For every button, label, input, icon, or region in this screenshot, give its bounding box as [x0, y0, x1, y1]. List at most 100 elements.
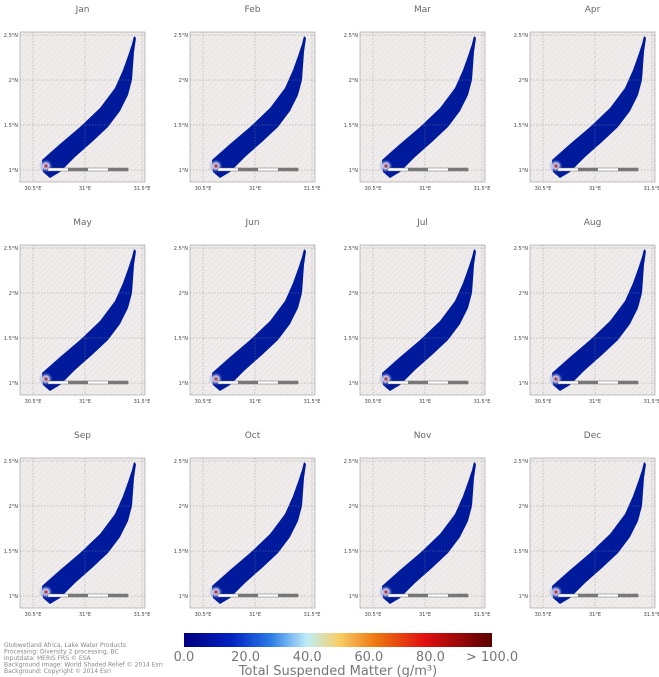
panel-title: Dec	[584, 431, 601, 441]
lon-label: 31.5°E	[644, 612, 659, 618]
lon-label: 31°E	[79, 186, 91, 192]
map-panel: Jul 2.5°N 2°N 1.5°N 1°N 30.5°E 31°E 31.5°E	[344, 218, 491, 405]
map-panel: Apr 2.5°N 2°N 1.5°N 1°N 30.5°E 31°E 31.5°E	[514, 5, 659, 192]
lon-label: 31°E	[419, 612, 431, 618]
lat-label: 1°N	[349, 168, 359, 174]
lat-label: 1.5°N	[514, 123, 528, 129]
lon-label: 31°E	[79, 612, 91, 618]
lat-label: 1.5°N	[514, 336, 528, 342]
colorbar-tick-label: 60.0	[354, 650, 383, 665]
map-frame	[359, 31, 486, 183]
colorbar	[184, 633, 492, 647]
lat-label: 1°N	[9, 381, 19, 387]
lat-label: 2°N	[349, 291, 359, 297]
lat-label: 1°N	[9, 594, 19, 600]
scale-bar-segment	[448, 168, 468, 171]
scale-bar-segment	[238, 381, 258, 384]
lat-label: 1°N	[349, 381, 359, 387]
scale-bar-segment	[238, 594, 258, 597]
colorbar-tick-label: 40.0	[293, 650, 322, 665]
lon-label: 30.5°E	[535, 612, 552, 618]
lon-label: 30.5°E	[195, 612, 212, 618]
map-frame	[19, 244, 146, 396]
map-frame	[189, 457, 316, 609]
lat-label: 1.5°N	[174, 549, 188, 555]
lon-label: 31.5°E	[304, 186, 321, 192]
lat-label: 1.5°N	[344, 123, 358, 129]
lon-label: 31°E	[589, 186, 601, 192]
lat-label: 2°N	[179, 291, 189, 297]
lon-label: 31°E	[249, 399, 261, 405]
lat-label: 1°N	[519, 168, 529, 174]
lat-label: 2.5°N	[174, 459, 188, 465]
map-frame	[359, 457, 486, 609]
scale-bar-segment	[448, 381, 468, 384]
lon-label: 31.5°E	[134, 186, 151, 192]
lat-label: 2.5°N	[174, 33, 188, 39]
lat-label: 1.5°N	[174, 123, 188, 129]
lon-label: 31°E	[589, 399, 601, 405]
lat-label: 2°N	[9, 504, 19, 510]
lon-label: 31.5°E	[134, 612, 151, 618]
lon-label: 30.5°E	[195, 399, 212, 405]
lon-label: 31°E	[589, 612, 601, 618]
scale-bar-segment	[578, 168, 598, 171]
lat-label: 1°N	[519, 381, 529, 387]
credit-line: Inputdata: MERIS FRS © ESA	[4, 655, 92, 662]
colorbar-tick-label: 80.0	[416, 650, 445, 665]
credit-line: Globwetland Africa, Lake Water Products	[4, 642, 126, 649]
panel-title: Oct	[245, 431, 261, 441]
panel-title: Jul	[416, 218, 428, 228]
scale-bar-segment	[618, 594, 638, 597]
scale-bar-segment	[108, 168, 128, 171]
lat-label: 1°N	[179, 381, 189, 387]
lon-label: 30.5°E	[25, 399, 42, 405]
credit-line: Processing: Diversity 2 processing, BC	[4, 649, 119, 656]
map-frame	[189, 31, 316, 183]
scale-bar-segment	[448, 594, 468, 597]
colorbar-tick-label: > 100.0	[466, 650, 518, 665]
lon-label: 30.5°E	[195, 186, 212, 192]
panel-title: Feb	[245, 5, 261, 15]
lon-label: 31.5°E	[474, 186, 491, 192]
scale-bar-segment	[578, 594, 598, 597]
credit-line: Background: Copyright © 2014 Esri	[4, 668, 111, 675]
lat-label: 2.5°N	[514, 33, 528, 39]
lat-label: 1.5°N	[514, 549, 528, 555]
colorbar-tick-label: 20.0	[231, 650, 260, 665]
lat-label: 2.5°N	[174, 246, 188, 252]
lat-label: 2°N	[179, 78, 189, 84]
lat-label: 2.5°N	[4, 459, 18, 465]
map-frame	[19, 31, 146, 183]
panel-title: Aug	[584, 218, 602, 228]
lat-label: 1.5°N	[4, 549, 18, 555]
lat-label: 2.5°N	[4, 33, 18, 39]
scale-bar-segment	[618, 381, 638, 384]
credit-line: Background Image: World Shaded Relief © …	[4, 662, 163, 669]
scale-bar-segment	[108, 381, 128, 384]
map-frame	[19, 457, 146, 609]
panel-title: Mar	[414, 5, 431, 15]
panel-title: Jan	[75, 5, 90, 15]
panel-title: Sep	[74, 431, 91, 441]
scale-bar-segment	[238, 168, 258, 171]
lat-label: 2°N	[349, 504, 359, 510]
scale-bar-segment	[68, 594, 88, 597]
lon-label: 31°E	[419, 399, 431, 405]
map-panel: Jun 2.5°N 2°N 1.5°N 1°N 30.5°E 31°E 31.5°E	[174, 218, 321, 405]
panel-title: Nov	[414, 431, 432, 441]
lat-label: 2°N	[9, 291, 19, 297]
lat-label: 1.5°N	[174, 336, 188, 342]
map-frame	[529, 457, 656, 609]
map-frame	[189, 244, 316, 396]
colorbar-tick-label: 0.0	[174, 650, 195, 665]
lat-label: 2.5°N	[344, 459, 358, 465]
scale-bar-segment	[408, 168, 428, 171]
lon-label: 30.5°E	[535, 399, 552, 405]
map-frame	[359, 244, 486, 396]
panel-title: Apr	[585, 5, 601, 15]
lat-label: 2°N	[519, 504, 529, 510]
map-panel: Dec 2.5°N 2°N 1.5°N 1°N 30.5°E 31°E 31.5°E	[514, 431, 659, 618]
scale-bar-segment	[278, 381, 298, 384]
